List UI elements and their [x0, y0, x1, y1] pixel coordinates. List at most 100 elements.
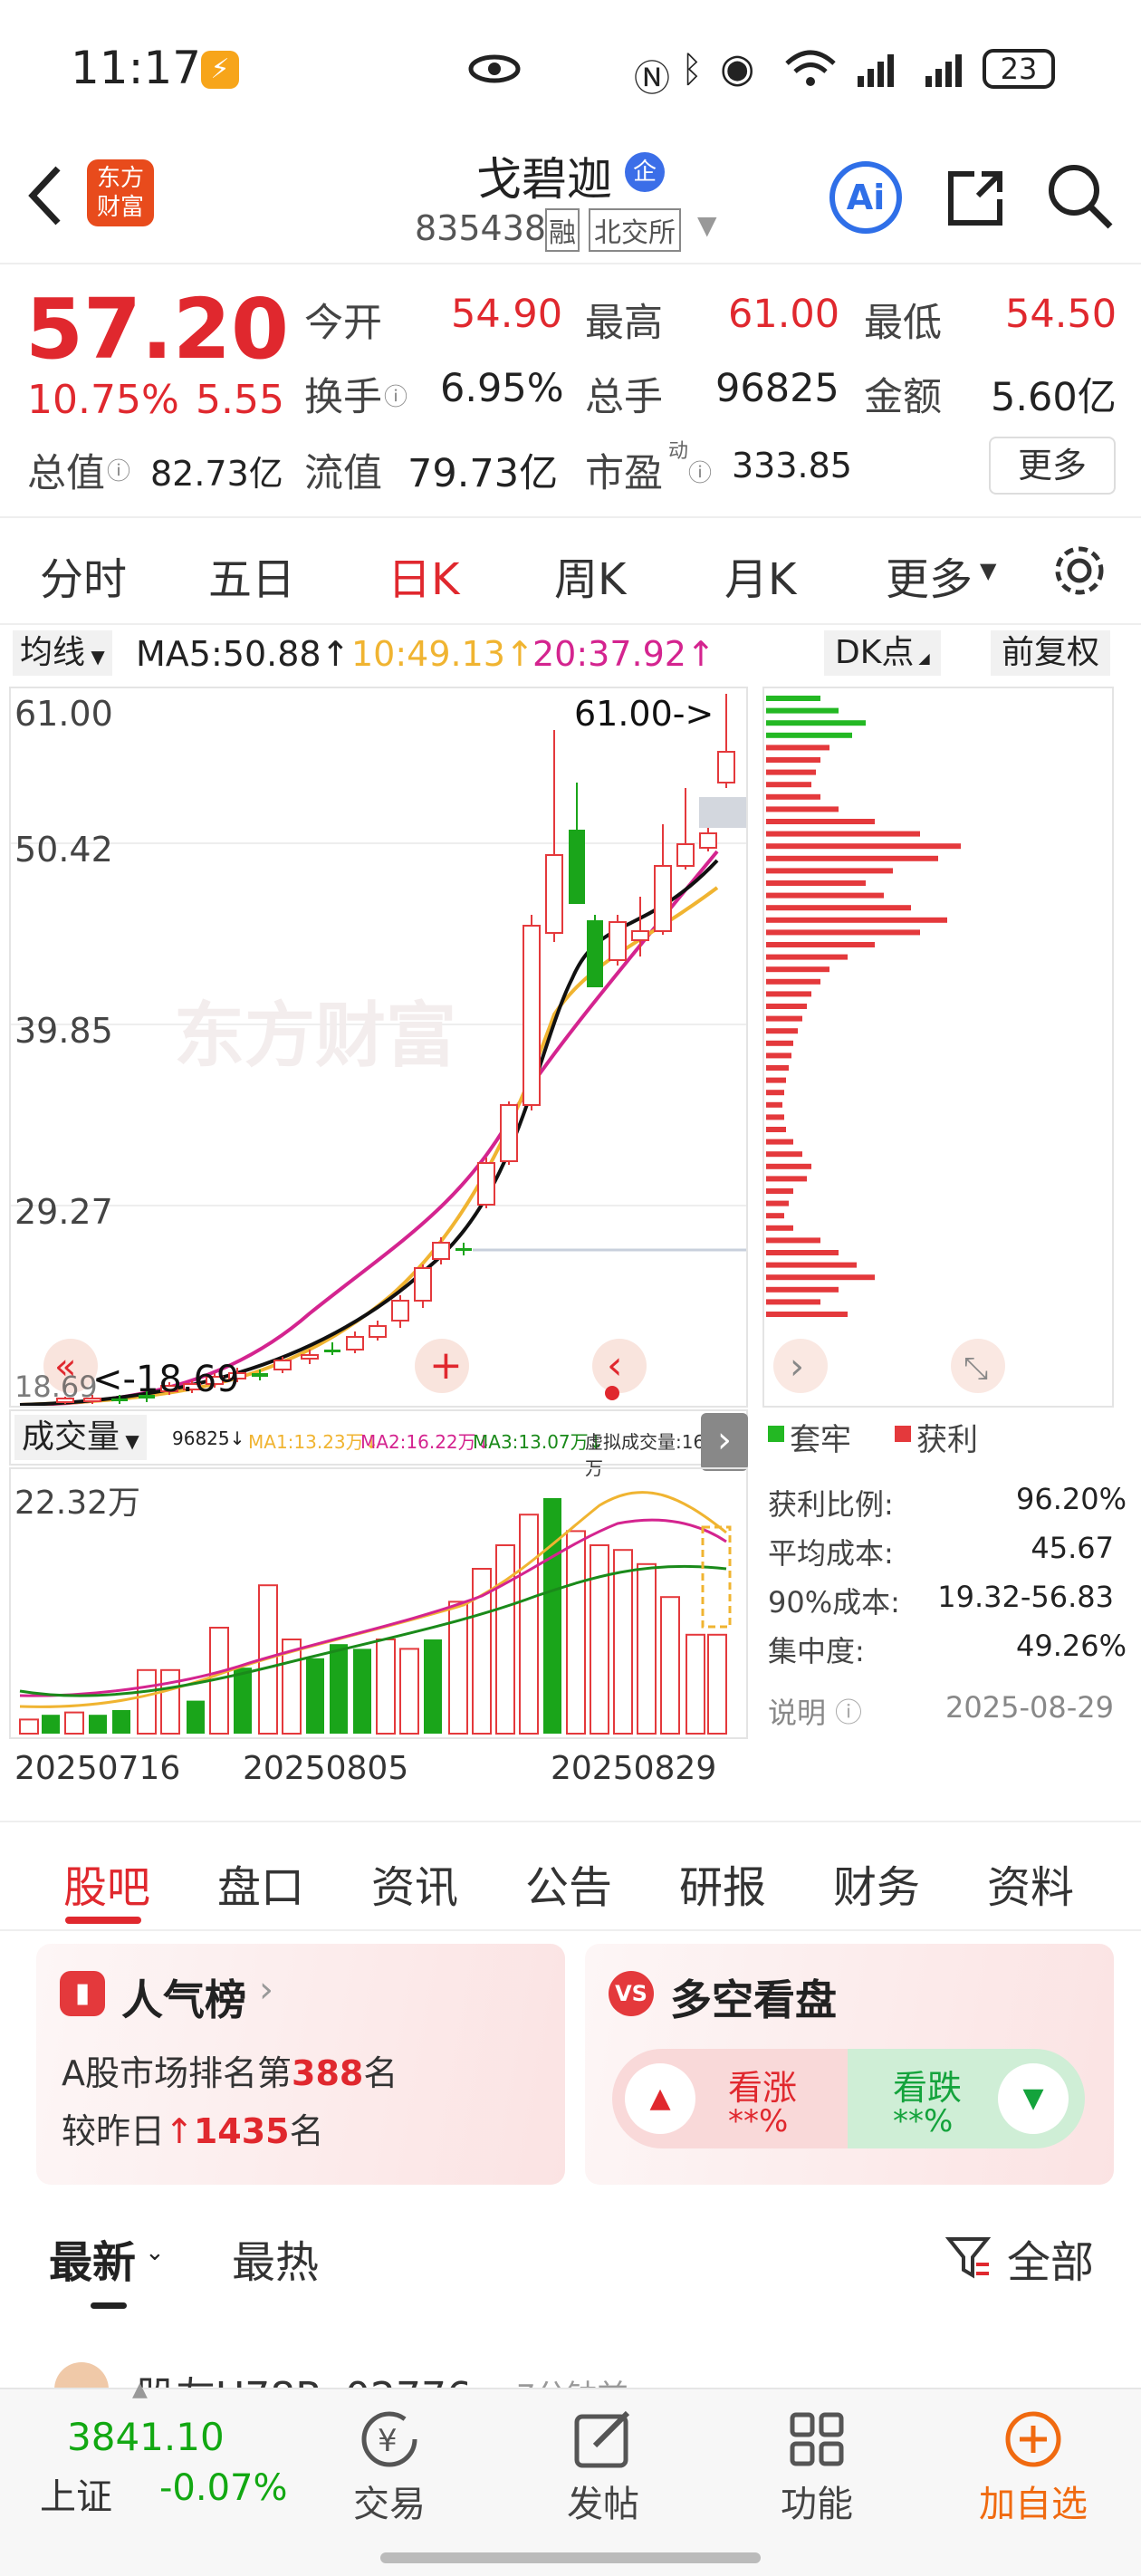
candle-body: [111, 1399, 128, 1401]
chip-stat-value: 96.20%: [1016, 1482, 1127, 1516]
volume-bar-mark: [424, 1639, 442, 1734]
float-cap-label: 流值: [304, 451, 382, 496]
volume-value: 96825: [715, 366, 839, 411]
candle-body: [545, 854, 563, 934]
section-tabs: 股吧 盘口 资讯 公告 研报 财务 资料: [0, 1822, 1141, 1931]
volume-bar-mark: [543, 1498, 561, 1734]
share-icon[interactable]: [942, 165, 1007, 230]
chip-bar: [766, 806, 839, 812]
legend-trapped: 套牢: [790, 1422, 851, 1458]
candle-body: [500, 1104, 518, 1162]
plus-icon[interactable]: +: [429, 1342, 463, 1389]
back-icon[interactable]: [25, 163, 65, 228]
chip-bar: [766, 1151, 802, 1158]
info-icon[interactable]: ⓘ: [107, 458, 131, 485]
nav-add-watchlist[interactable]: 加自选: [965, 2408, 1101, 2534]
divider: [0, 623, 1141, 625]
volume-chart[interactable]: 22.32万: [9, 1467, 748, 1739]
expand-icon[interactable]: ⤡: [964, 1350, 988, 1387]
info-icon[interactable]: ⓘ: [688, 460, 713, 487]
feed-item-peek[interactable]: 股友U78Rc02776 7分钟前: [0, 2359, 1141, 2391]
svg-text:¥: ¥: [378, 2423, 398, 2459]
note-label[interactable]: 说明: [768, 1696, 827, 1730]
float-cap-value: 79.73亿: [408, 451, 559, 496]
dk-button[interactable]: DK点 ◢: [824, 630, 941, 676]
battery-icon: 23: [983, 49, 1055, 89]
long-short-title: 多空看盘: [670, 1975, 837, 2024]
tab-news[interactable]: 资讯: [371, 1862, 459, 1913]
ai-icon[interactable]: Ai: [829, 161, 902, 234]
bullish-button[interactable]: ▲ 看涨 **%: [612, 2049, 851, 2148]
tab-announcements[interactable]: 公告: [525, 1862, 613, 1913]
tab-monthly-k[interactable]: 月K: [724, 554, 797, 605]
nav-functions-label: 功能: [781, 2484, 853, 2525]
kline-chart[interactable]: 东方财富 « + ‹ 61.00 50.42 39.85 29.27 18.69…: [9, 687, 748, 1408]
index-widget[interactable]: ▲ 3841.10 上证 -0.07%: [0, 2379, 326, 2552]
chevron-right-icon[interactable]: ›: [790, 1346, 804, 1388]
chart-icon: ▮: [60, 1971, 105, 2016]
popularity-card[interactable]: ▮ 人气榜 › A股市场排名第388名 较昨日↑1435名: [36, 1944, 565, 2185]
volume-bar-mark: [495, 1544, 515, 1735]
tab-weekly-k[interactable]: 周K: [554, 554, 627, 605]
gear-icon[interactable]: [1050, 542, 1108, 600]
volume-bar-mark: [160, 1668, 180, 1735]
filter-icon[interactable]: [945, 2235, 991, 2281]
indicator-selector[interactable]: 均线 ▼: [13, 630, 112, 676]
last-price: 57.20: [25, 281, 290, 378]
info-icon[interactable]: ⓘ: [835, 1697, 862, 1729]
dropdown-icon[interactable]: ▼: [697, 210, 717, 240]
tab-latest[interactable]: 最新: [49, 2237, 137, 2288]
chevron-down-icon[interactable]: ⌄: [145, 2239, 165, 2266]
margin-tag: 融: [545, 208, 580, 252]
vol-ma3: MA3:13.07万↓: [473, 1431, 604, 1453]
legend-swatch-green: [768, 1426, 784, 1442]
tab-hottest[interactable]: 最热: [232, 2237, 320, 2288]
tab-5day[interactable]: 五日: [208, 554, 296, 605]
tab-profile[interactable]: 资料: [987, 1862, 1075, 1913]
info-icon[interactable]: ⓘ: [384, 384, 408, 411]
search-icon[interactable]: [1045, 161, 1114, 230]
eastmoney-logo[interactable]: 东方 财富: [87, 159, 154, 226]
filter-all[interactable]: 全部: [1007, 2237, 1095, 2288]
tab-intraday[interactable]: 分时: [40, 554, 128, 605]
market-cap-value: 82.73亿: [150, 454, 283, 494]
chip-bar: [766, 757, 820, 763]
chevron-right-icon[interactable]: ›: [701, 1413, 748, 1471]
candle-body: [432, 1242, 450, 1260]
tab-orderbook[interactable]: 盘口: [217, 1862, 305, 1913]
rank-value: 388: [292, 2053, 364, 2093]
date-label: 20250805: [243, 1750, 409, 1787]
tab-research[interactable]: 研报: [679, 1862, 767, 1913]
chip-bar: [766, 1163, 811, 1169]
chip-bar: [766, 1225, 793, 1231]
high-value: 61.00: [728, 292, 840, 337]
tab-daily-k[interactable]: 日K: [388, 554, 460, 605]
nav-trade[interactable]: ¥ 交易: [335, 2408, 444, 2534]
chip-bar: [766, 880, 866, 886]
more-button[interactable]: 更多: [989, 437, 1116, 495]
bearish-button[interactable]: 看跌 **% ▼: [848, 2049, 1085, 2148]
chip-bar: [766, 991, 811, 997]
vol-ma1: MA1:13.23万↓: [248, 1431, 379, 1453]
low-label: 最低: [864, 301, 942, 346]
tab-more[interactable]: 更多: [886, 554, 973, 605]
chip-bar: [766, 1262, 857, 1268]
candle-body: [56, 1398, 74, 1403]
scroll-left-icon[interactable]: «: [54, 1346, 76, 1388]
chip-bar: [766, 831, 920, 837]
adjust-button[interactable]: 前复权: [991, 630, 1111, 676]
chip-bar: [766, 1101, 782, 1108]
popularity-title: 人气榜: [121, 1975, 246, 2024]
back-step-icon[interactable]: ‹: [607, 1342, 623, 1389]
volume-bar-mark: [686, 1633, 705, 1735]
chip-bar: [766, 929, 920, 936]
volume-bar-mark: [613, 1549, 633, 1735]
tab-forum[interactable]: 股吧: [63, 1862, 151, 1913]
nav-functions[interactable]: 功能: [762, 2408, 871, 2534]
nav-post[interactable]: 发帖: [549, 2408, 657, 2534]
tab-financials[interactable]: 财务: [833, 1862, 921, 1913]
volume-selector[interactable]: 成交量 ▼: [14, 1415, 147, 1460]
axis-label: 50.42: [14, 830, 113, 870]
vol-value: 96825↓: [172, 1427, 245, 1449]
turnover-value: 6.95%: [440, 366, 564, 411]
